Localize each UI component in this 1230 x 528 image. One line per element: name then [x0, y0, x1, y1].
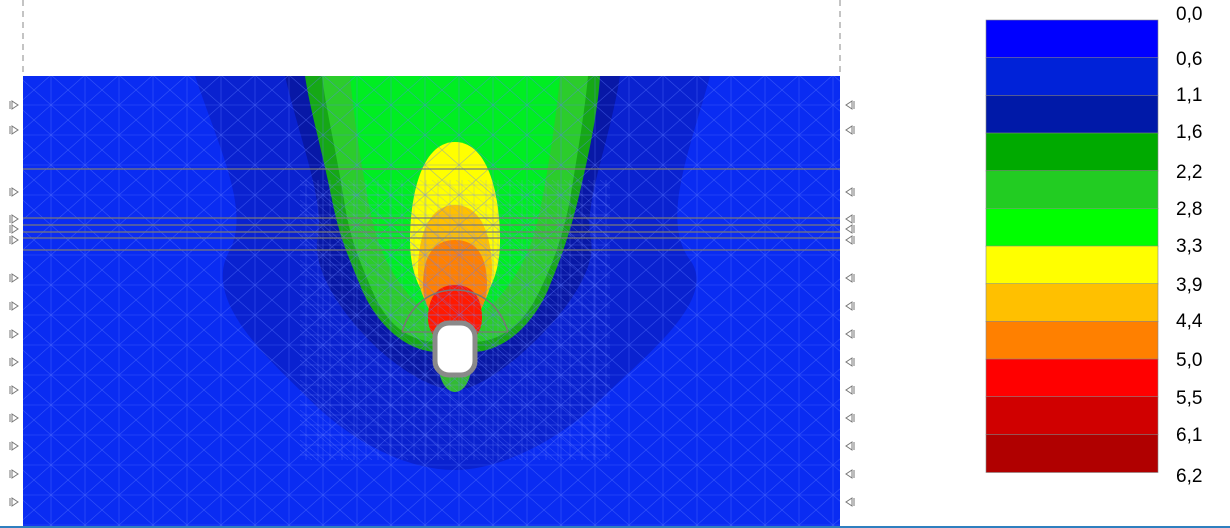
legend-swatch [985, 245, 1159, 285]
fe-mesh-fine [300, 180, 610, 460]
fixed-support-left-icon [9, 441, 19, 451]
fixed-support-left-icon [9, 301, 19, 311]
legend-value: 1,1 [1176, 85, 1203, 106]
legend-swatch [985, 132, 1159, 172]
legend-swatch [985, 95, 1159, 134]
fixed-support-right-icon [845, 187, 855, 197]
fixed-support-right-icon [845, 385, 855, 395]
legend-value: 2,2 [1176, 162, 1203, 183]
fixed-support-right-icon [845, 214, 855, 224]
fixed-support-right-icon [845, 413, 855, 423]
fixed-support-right-icon [845, 301, 855, 311]
legend-value: 2,8 [1176, 199, 1203, 220]
legend-value: 0,6 [1176, 49, 1203, 70]
legend-value: 6,1 [1176, 425, 1203, 446]
tunnel-lining [432, 320, 478, 378]
fixed-support-right-icon [845, 497, 855, 507]
viewport-bottom-border [0, 526, 1230, 528]
fixed-support-left-icon [9, 385, 19, 395]
soil-layer-lines [23, 168, 840, 251]
left-boundary-supports [9, 100, 19, 507]
legend-value: 5,5 [1176, 388, 1203, 409]
legend-swatch [985, 19, 1159, 59]
legend-swatch [985, 170, 1159, 210]
right-boundary-supports [845, 100, 855, 507]
fixed-support-left-icon [9, 469, 19, 479]
tunnel-outline-arc [401, 289, 509, 333]
legend-swatch [985, 321, 1159, 360]
fixed-support-right-icon [845, 224, 855, 234]
legend-swatch [985, 57, 1159, 97]
legend-color-bar [985, 19, 1159, 473]
legend-value: 6,2 [1176, 466, 1203, 487]
legend-value: 3,3 [1176, 236, 1203, 257]
legend-value: 1,6 [1176, 122, 1203, 143]
legend-swatch [985, 358, 1159, 398]
fixed-support-left-icon [9, 187, 19, 197]
legend-swatch [985, 208, 1159, 247]
fixed-support-left-icon [9, 214, 19, 224]
fixed-support-left-icon [9, 329, 19, 339]
legend-value: 4,4 [1176, 311, 1203, 332]
legend-swatch [985, 434, 1159, 473]
soil-domain [23, 76, 840, 526]
legend-value: 5,0 [1176, 350, 1203, 371]
fixed-support-right-icon [845, 100, 855, 110]
fixed-support-right-icon [845, 441, 855, 451]
fixed-support-right-icon [845, 469, 855, 479]
legend-value: 3,9 [1176, 275, 1203, 296]
fixed-support-left-icon [9, 497, 19, 507]
fixed-support-left-icon [9, 235, 19, 245]
fixed-support-left-icon [9, 357, 19, 367]
fixed-support-right-icon [845, 125, 855, 135]
fixed-support-right-icon [845, 235, 855, 245]
legend-value: 0,0 [1176, 4, 1203, 25]
fixed-support-left-icon [9, 224, 19, 234]
legend-swatch [985, 283, 1159, 323]
fixed-support-left-icon [9, 100, 19, 110]
fixed-support-right-icon [845, 357, 855, 367]
fixed-support-left-icon [9, 413, 19, 423]
fixed-support-left-icon [9, 125, 19, 135]
fixed-support-right-icon [845, 273, 855, 283]
legend-swatch [985, 396, 1159, 436]
fixed-support-left-icon [9, 273, 19, 283]
fixed-support-right-icon [845, 329, 855, 339]
